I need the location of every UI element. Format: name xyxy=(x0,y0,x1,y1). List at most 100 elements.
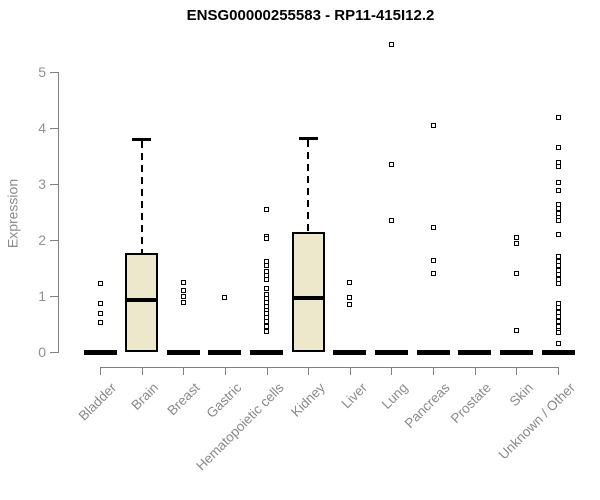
collapsed-box-at-zero xyxy=(208,350,242,355)
outlier-point xyxy=(347,279,353,285)
collapsed-box-at-zero xyxy=(333,350,367,355)
y-axis-line xyxy=(58,72,59,353)
outlier-point xyxy=(264,329,270,335)
y-tick-label: 4 xyxy=(38,120,46,136)
outlier-point xyxy=(388,218,394,224)
outlier-point xyxy=(388,41,394,47)
outlier-point xyxy=(555,330,561,336)
x-axis-line xyxy=(100,367,560,368)
y-tick-label: 2 xyxy=(38,232,46,248)
outlier-point xyxy=(555,163,561,169)
upper-whisker xyxy=(140,141,143,253)
box-iqr xyxy=(125,252,159,352)
outlier-point xyxy=(555,254,561,260)
x-tick-label: Prostate xyxy=(448,380,495,427)
outlier-point xyxy=(264,286,270,292)
outlier-point xyxy=(97,311,103,317)
y-axis-tick xyxy=(50,128,58,129)
outlier-point xyxy=(430,258,436,264)
x-axis-tick xyxy=(224,367,226,375)
outlier-point xyxy=(180,300,186,306)
y-axis-tick xyxy=(50,184,58,185)
collapsed-box-at-zero xyxy=(166,350,200,355)
box-iqr xyxy=(291,231,325,352)
outlier-point xyxy=(555,232,561,238)
collapsed-box-at-zero xyxy=(83,350,117,355)
outlier-point xyxy=(555,205,561,211)
outlier-point xyxy=(264,236,270,242)
x-tick-label: Pancreas xyxy=(401,380,453,431)
median-line xyxy=(291,295,325,300)
outlier-point xyxy=(430,122,436,128)
collapsed-box-at-zero xyxy=(250,350,284,355)
outlier-point xyxy=(555,280,561,286)
outlier-point xyxy=(555,305,561,311)
y-tick-label: 3 xyxy=(38,176,46,192)
outlier-point xyxy=(430,270,436,276)
x-tick-label: Gastric xyxy=(203,380,245,421)
outlier-point xyxy=(97,280,103,286)
y-tick-label: 5 xyxy=(38,64,46,80)
collapsed-box-at-zero xyxy=(499,350,533,355)
outlier-point xyxy=(555,318,561,324)
outlier-point xyxy=(97,320,103,326)
collapsed-box-at-zero xyxy=(416,350,450,355)
whisker-cap xyxy=(298,136,318,140)
outlier-point xyxy=(513,327,519,333)
x-axis-tick xyxy=(183,367,185,375)
chart-title: ENSG00000255583 - RP11-415I12.2 xyxy=(186,7,435,24)
outlier-point xyxy=(264,319,270,325)
outlier-point xyxy=(430,224,436,230)
outlier-point xyxy=(555,340,561,346)
outlier-point xyxy=(180,293,186,299)
x-tick-label: Unknown / Other xyxy=(495,380,578,463)
x-axis-tick xyxy=(266,367,268,375)
outlier-point xyxy=(555,144,561,150)
y-tick-label: 1 xyxy=(38,288,46,304)
x-axis-tick xyxy=(100,367,101,375)
outlier-point xyxy=(555,180,561,186)
outlier-point xyxy=(555,187,561,193)
whisker-cap xyxy=(132,138,152,142)
outlier-point xyxy=(264,277,270,283)
outlier-point xyxy=(513,235,519,241)
collapsed-box-at-zero xyxy=(458,350,492,355)
outlier-point xyxy=(347,294,353,300)
x-tick-label: Kidney xyxy=(288,380,328,420)
x-tick-label: Breast xyxy=(164,380,203,419)
x-tick-label: Liver xyxy=(338,380,370,412)
outlier-point xyxy=(180,288,186,294)
x-tick-label: Skin xyxy=(506,380,537,410)
x-axis-tick xyxy=(474,367,476,375)
y-tick-label: 0 xyxy=(38,344,46,360)
x-tick-label: Lung xyxy=(379,380,412,412)
outlier-point xyxy=(222,295,228,301)
outlier-point xyxy=(555,218,561,224)
x-axis-tick xyxy=(141,367,143,375)
y-axis-tick xyxy=(50,72,58,73)
x-axis-tick xyxy=(349,367,351,375)
outlier-point xyxy=(347,302,353,308)
y-axis-tick xyxy=(50,240,58,241)
x-axis-tick xyxy=(391,367,393,375)
y-axis-tick xyxy=(50,296,58,297)
upper-whisker xyxy=(307,139,310,232)
outlier-point xyxy=(513,241,519,247)
x-axis-tick xyxy=(433,367,435,375)
outlier-point xyxy=(264,324,270,330)
x-axis-tick xyxy=(558,367,560,375)
outlier-point xyxy=(180,279,186,285)
x-axis-tick xyxy=(516,367,518,375)
y-axis-tick xyxy=(50,352,58,353)
outlier-point xyxy=(388,162,394,168)
outlier-point xyxy=(513,270,519,276)
outlier-point xyxy=(555,115,561,121)
collapsed-box-at-zero xyxy=(374,350,408,355)
outlier-point xyxy=(264,206,270,212)
outlier-point xyxy=(264,263,270,269)
x-tick-label: Bladder xyxy=(76,380,120,424)
outlier-point xyxy=(97,301,103,307)
x-axis-tick xyxy=(308,367,310,375)
